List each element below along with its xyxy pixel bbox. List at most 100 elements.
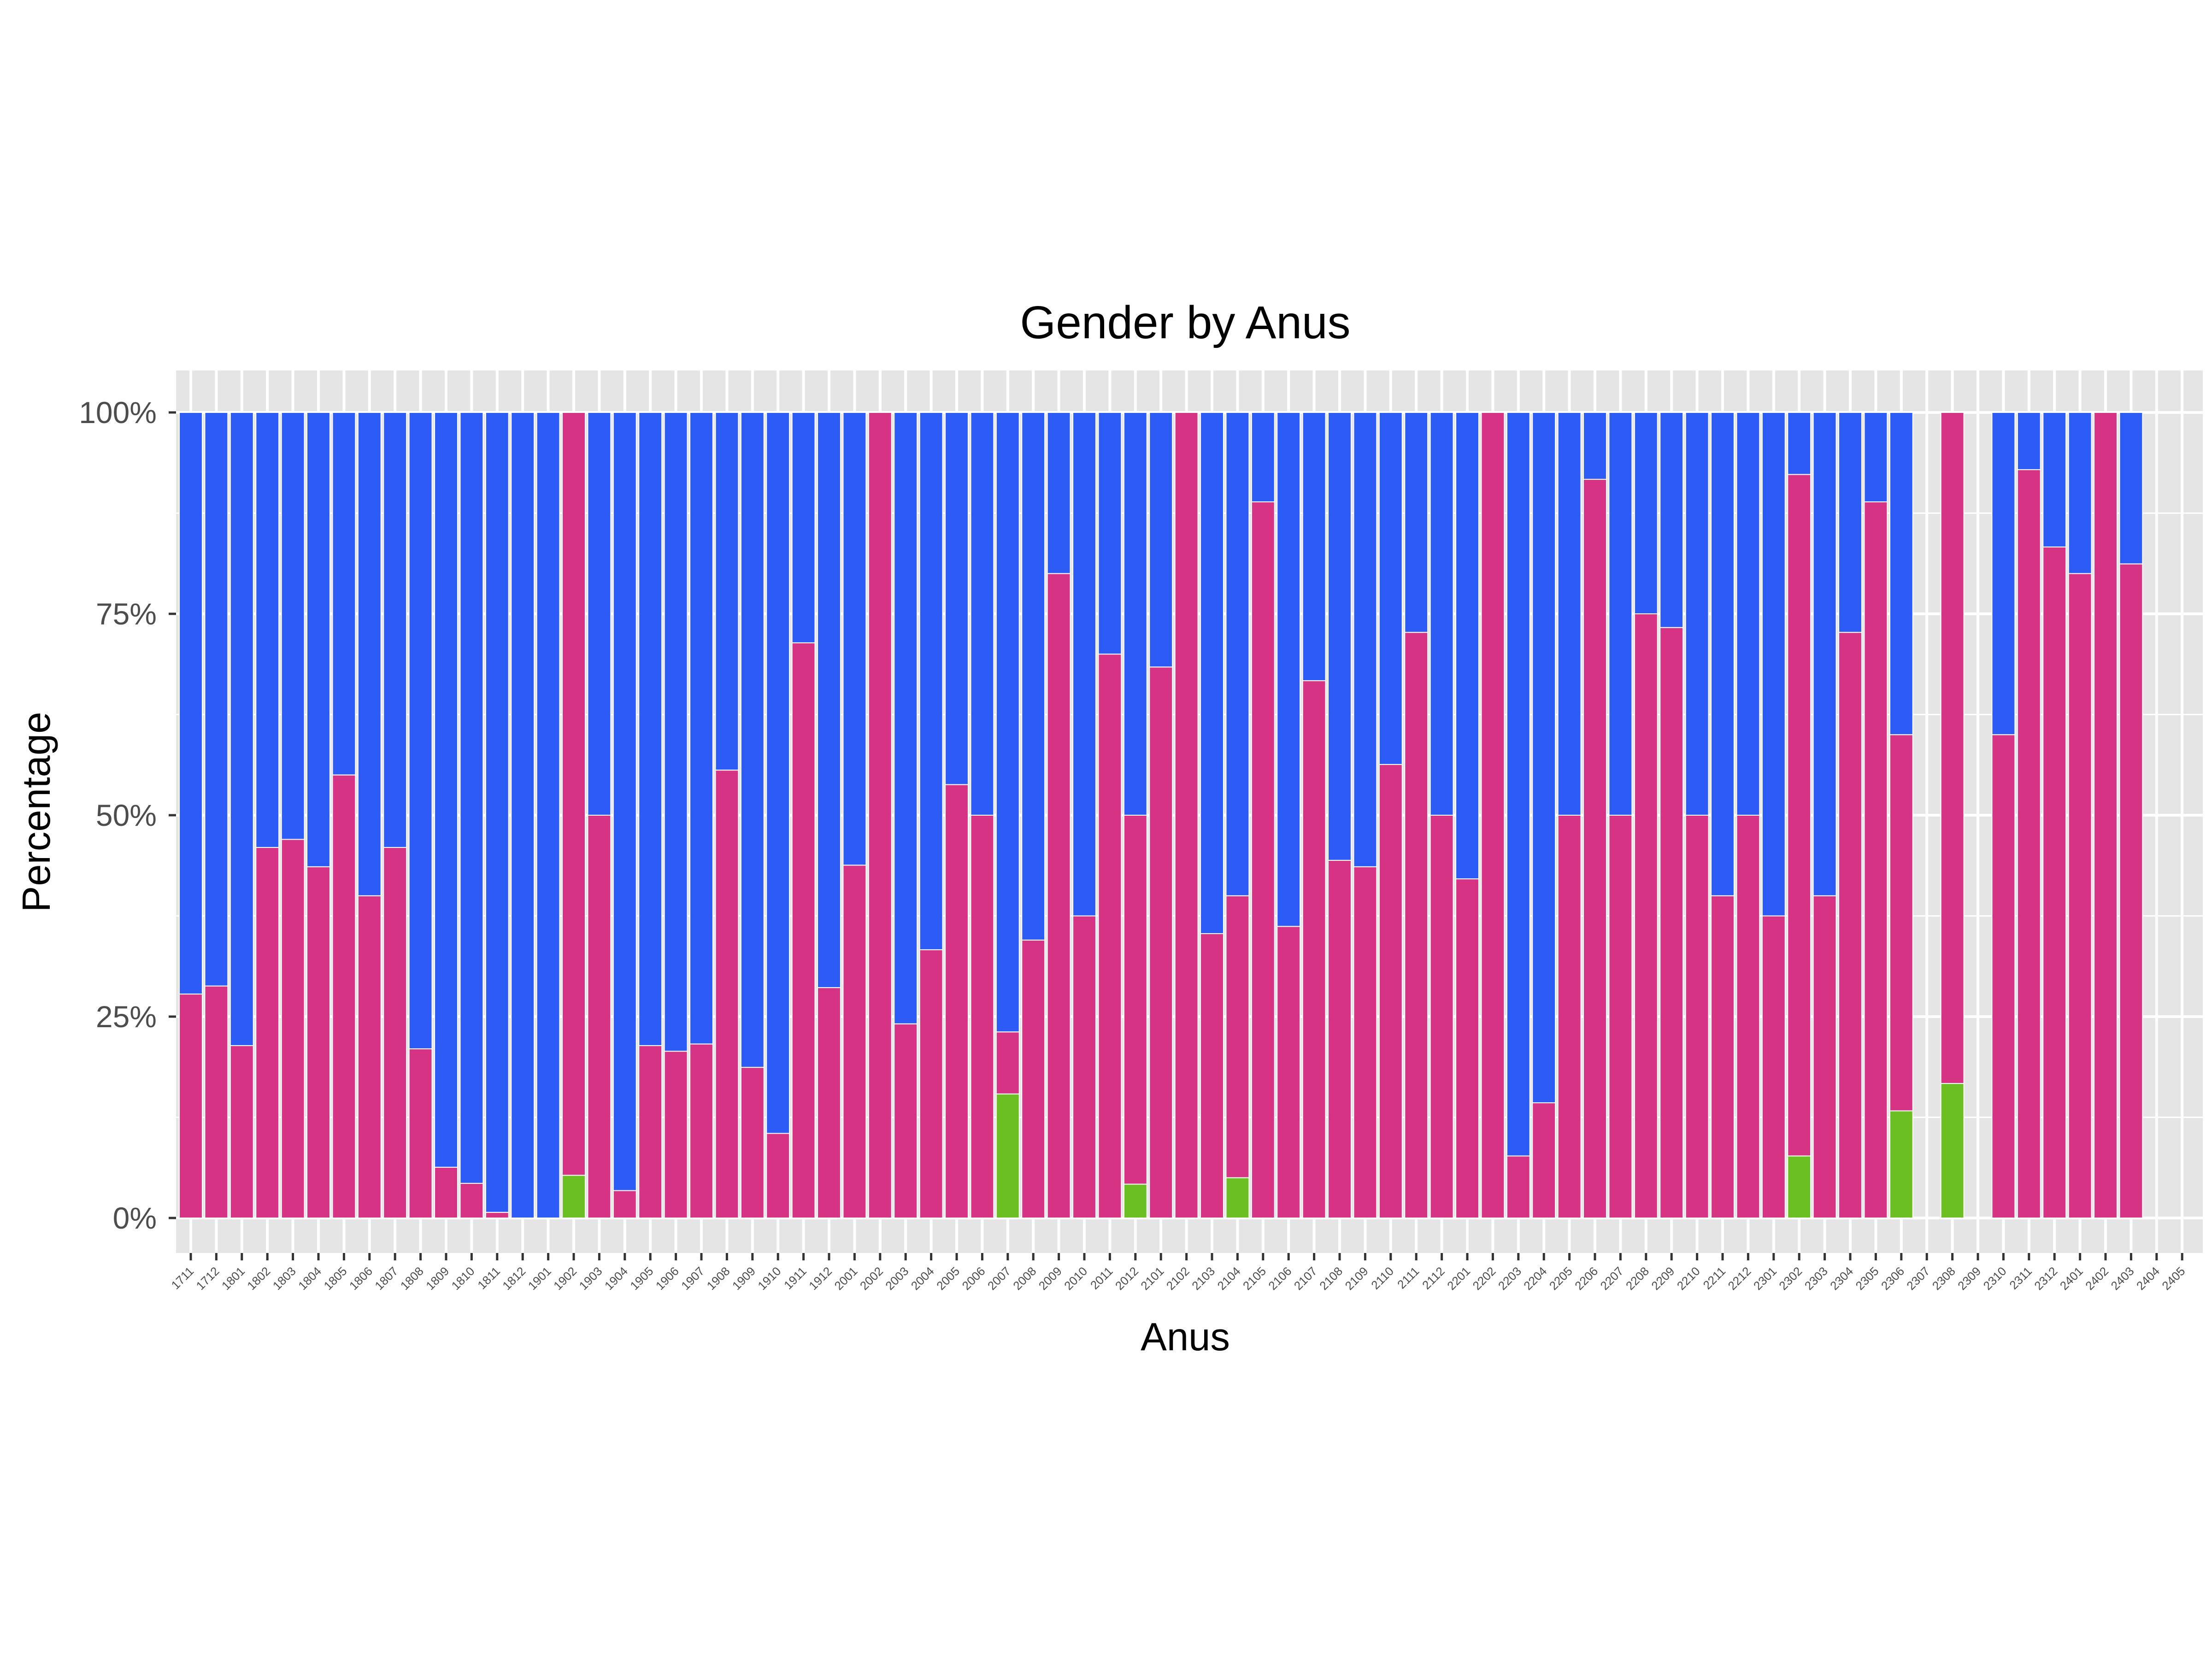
bar-segment — [2068, 412, 2092, 574]
bar-segment — [1277, 412, 1301, 927]
bar-segment — [281, 412, 305, 840]
bar-segment — [1889, 734, 1913, 1112]
bar-segment — [945, 784, 969, 1219]
bar-segment — [970, 412, 994, 816]
bar-segment — [2068, 573, 2092, 1218]
bar-segment — [1328, 859, 1352, 1218]
x-tick-label: 2009 — [1036, 1264, 1065, 1293]
bar-segment — [1864, 412, 1888, 503]
bar-segment — [1736, 412, 1760, 816]
x-tick-label: 2206 — [1572, 1264, 1600, 1293]
bar-segment — [1123, 1183, 1147, 1218]
x-tick-label: 2105 — [1240, 1264, 1269, 1293]
y-tick-label: 75% — [96, 597, 157, 631]
bar-segment — [689, 1043, 713, 1218]
bar-segment — [255, 412, 280, 848]
bar-segment — [995, 1031, 1020, 1094]
bar-segment — [945, 412, 969, 785]
x-tick-label: 2102 — [1164, 1264, 1192, 1293]
x-tick-label: 2211 — [1700, 1264, 1728, 1292]
x-tick-label: 2307 — [1904, 1264, 1932, 1293]
bar-segment — [1812, 412, 1837, 896]
x-tick-label: 2203 — [1495, 1264, 1524, 1293]
x-axis: 1711171218011802180318041805180618071808… — [168, 1253, 2188, 1293]
bar-segment — [281, 839, 305, 1218]
bar-segment — [2017, 469, 2041, 1218]
bar-segment — [1532, 1102, 1556, 1218]
x-tick-label: 2002 — [857, 1264, 886, 1293]
bar-segment — [229, 412, 254, 1046]
x-tick-label: 2202 — [1470, 1264, 1499, 1293]
bar-segment — [1787, 412, 1812, 475]
bar-segment — [1098, 412, 1122, 655]
bar-segment — [1634, 412, 1658, 614]
bar-segment — [306, 866, 330, 1218]
bar-segment — [1200, 412, 1224, 934]
x-tick-label: 1811 — [475, 1264, 503, 1292]
bar-segment — [434, 1166, 458, 1218]
bar-segment — [562, 412, 586, 1176]
bar-segment — [1251, 501, 1275, 1218]
x-tick-label: 1904 — [602, 1264, 630, 1293]
bar-segment — [995, 1093, 1020, 1219]
bar-segment — [664, 412, 688, 1052]
x-tick-label: 1909 — [729, 1264, 758, 1293]
x-tick-label: 2109 — [1342, 1264, 1371, 1293]
x-tick-label: 2012 — [1112, 1264, 1141, 1293]
bar-segment — [715, 412, 739, 771]
bar-segment — [689, 412, 713, 1045]
bar-segment — [995, 412, 1020, 1033]
x-tick-label: 1801 — [219, 1264, 247, 1293]
bar-segment — [408, 1048, 433, 1218]
bar-segment — [612, 412, 637, 1191]
bar-segment — [766, 412, 790, 1134]
bar-segment — [842, 412, 867, 866]
bar-segment — [459, 1182, 484, 1218]
x-tick-label: 2107 — [1291, 1264, 1320, 1293]
bar-segment — [1838, 412, 1862, 633]
bar-segment — [511, 412, 535, 1218]
bar-segment — [1889, 1110, 1913, 1219]
bar-segment — [1225, 412, 1250, 896]
x-tick-label: 2108 — [1317, 1264, 1345, 1293]
y-tick-label: 50% — [96, 798, 157, 832]
y-axis: 0% 25% 50% 75% 100% — [79, 395, 176, 1235]
bar-segment — [894, 412, 918, 1024]
x-tick-label: 2001 — [832, 1264, 860, 1293]
bar-segment — [894, 1023, 918, 1218]
x-tick-label: 2209 — [1648, 1264, 1677, 1293]
x-tick-label: 2312 — [2031, 1264, 2060, 1293]
bar-segment — [1200, 933, 1224, 1219]
x-tick-label: 1908 — [704, 1264, 733, 1293]
bar-segment — [1634, 613, 1658, 1218]
bar-segment — [842, 865, 867, 1218]
bar-segment — [868, 412, 892, 1218]
bar-segment — [1404, 632, 1429, 1218]
bar-segment — [1225, 895, 1250, 1178]
x-tick-label: 2005 — [934, 1264, 962, 1293]
x-tick-label: 2306 — [1878, 1264, 1907, 1293]
bar-segment — [383, 847, 407, 1219]
x-tick-label: 1910 — [755, 1264, 783, 1293]
x-tick-label: 2212 — [1725, 1264, 1754, 1293]
x-tick-label: 1812 — [500, 1264, 528, 1293]
x-tick-label: 2302 — [1776, 1264, 1805, 1293]
bar-segment — [1047, 412, 1071, 574]
bar-segment — [1787, 1155, 1812, 1219]
y-tick-label: 100% — [79, 395, 157, 429]
bar-segment — [740, 1067, 765, 1219]
x-tick-label: 2106 — [1265, 1264, 1294, 1293]
x-tick-label: 2008 — [1010, 1264, 1039, 1293]
bar-segment — [229, 1045, 254, 1218]
x-tick-label: 2403 — [2108, 1264, 2137, 1293]
bar-segment — [715, 770, 739, 1219]
bar-segment — [1685, 412, 1709, 816]
x-tick-label: 1802 — [244, 1264, 273, 1293]
x-tick-label: 2204 — [1521, 1264, 1549, 1293]
bar-segment — [485, 1212, 509, 1218]
x-tick-label: 1907 — [678, 1264, 707, 1293]
x-tick-label: 2311 — [2006, 1264, 2035, 1292]
x-tick-label: 2110 — [1368, 1264, 1396, 1292]
x-tick-label: 2301 — [1751, 1264, 1779, 1293]
bar-segment — [1021, 412, 1046, 941]
